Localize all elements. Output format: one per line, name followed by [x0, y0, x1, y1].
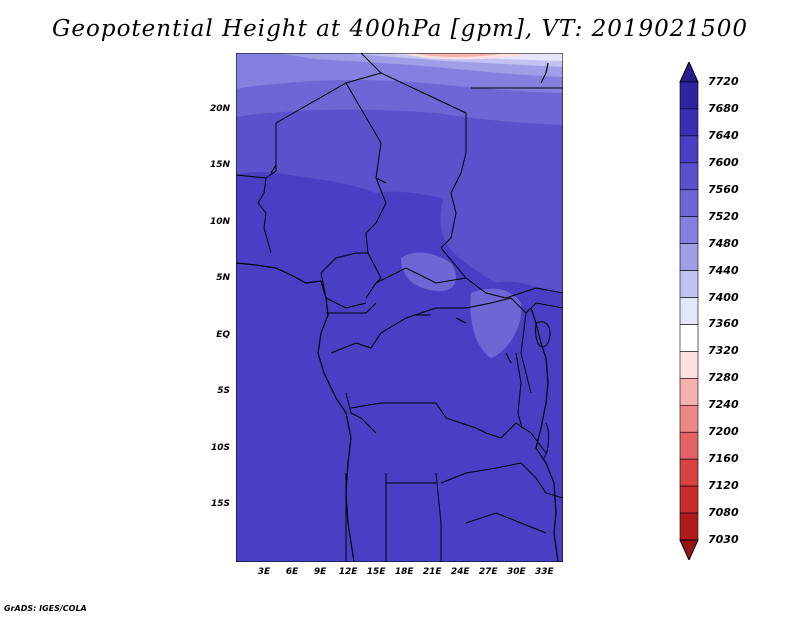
lat-tick-label: 15S	[210, 499, 230, 510]
lat-tick-label: 10N	[209, 216, 230, 227]
colorbar-swatch	[679, 135, 699, 164]
colorbar	[679, 62, 699, 560]
lon-tick-label: 30E	[506, 567, 526, 577]
colorbar-level-label: 7240	[708, 398, 739, 412]
colorbar-level-label: 7080	[708, 506, 739, 520]
colorbar-swatch	[679, 297, 699, 325]
colorbar-level-label: 7360	[708, 317, 739, 331]
field-patch-lakes	[470, 288, 522, 358]
colorbar-swatch	[679, 81, 699, 110]
colorbar-swatch	[679, 324, 699, 352]
lon-tick-label: 33E	[534, 567, 554, 577]
colorbar-level-label: 7640	[708, 128, 739, 142]
geopotential-map	[236, 53, 563, 562]
country-borders	[236, 53, 563, 562]
colorbar-swatch	[679, 270, 699, 298]
colorbar-swatch	[679, 162, 699, 191]
lat-tick-label: 20N	[209, 103, 230, 114]
field-band-7280	[411, 53, 506, 57]
grads-credit: GrADS: IGES/COLA	[4, 604, 87, 613]
lon-tick-label: 21E	[422, 567, 442, 577]
colorbar-top-arrow	[679, 62, 699, 83]
colorbar-swatch	[679, 485, 699, 514]
colorbar-level-label: 7030	[708, 533, 739, 546]
lon-tick-label: 27E	[478, 567, 498, 577]
colorbar-level-label: 7560	[708, 182, 739, 196]
lon-tick-label: 6E	[285, 567, 299, 577]
colorbar-swatch	[679, 351, 699, 379]
lat-tick-label: 10S	[210, 442, 230, 453]
lon-tick-label: 12E	[338, 567, 358, 577]
colorbar-swatch	[679, 378, 699, 406]
lon-tick-label: 24E	[450, 567, 470, 577]
colorbar-level-label: 7320	[708, 344, 739, 358]
colorbar-swatch	[679, 404, 699, 433]
colorbar-bottom-arrow	[679, 539, 699, 560]
lat-tick-label: EQ	[216, 329, 230, 340]
coastline	[236, 62, 559, 562]
map-title: Geopotential Height at 400hPa [gpm], VT:…	[52, 16, 748, 42]
field-patch-east	[440, 181, 563, 293]
colorbar-level-label: 7120	[708, 479, 739, 493]
lon-tick-label: 9E	[313, 567, 327, 577]
lat-tick-label: 15N	[209, 160, 230, 171]
colorbar-level-label: 7160	[708, 452, 739, 466]
colorbar-swatch	[679, 189, 699, 218]
lat-tick-label: 5S	[217, 386, 230, 397]
colorbar-swatch	[679, 512, 699, 541]
colorbar-swatch	[679, 431, 699, 460]
colorbar-level-label: 7400	[708, 290, 739, 304]
lon-tick-label: 3E	[257, 567, 271, 577]
colorbar-level-label: 7520	[708, 209, 739, 223]
lakes	[416, 314, 551, 459]
lat-tick-label: 5N	[216, 273, 230, 284]
colorbar-level-label: 7200	[708, 425, 739, 439]
lon-tick-label: 18E	[394, 567, 414, 577]
colorbar-level-label: 7440	[708, 263, 739, 277]
lon-tick-label: 15E	[366, 567, 386, 577]
colorbar-level-label: 7720	[708, 75, 739, 88]
colorbar-swatch	[679, 243, 699, 271]
colorbar-level-label: 7600	[708, 155, 739, 169]
colorbar-level-label: 7280	[708, 371, 739, 385]
colorbar-swatch	[679, 458, 699, 487]
colorbar-level-label: 7680	[708, 101, 739, 115]
colorbar-level-label: 7480	[708, 236, 739, 250]
colorbar-swatch	[679, 216, 699, 244]
colorbar-swatch	[679, 108, 699, 137]
